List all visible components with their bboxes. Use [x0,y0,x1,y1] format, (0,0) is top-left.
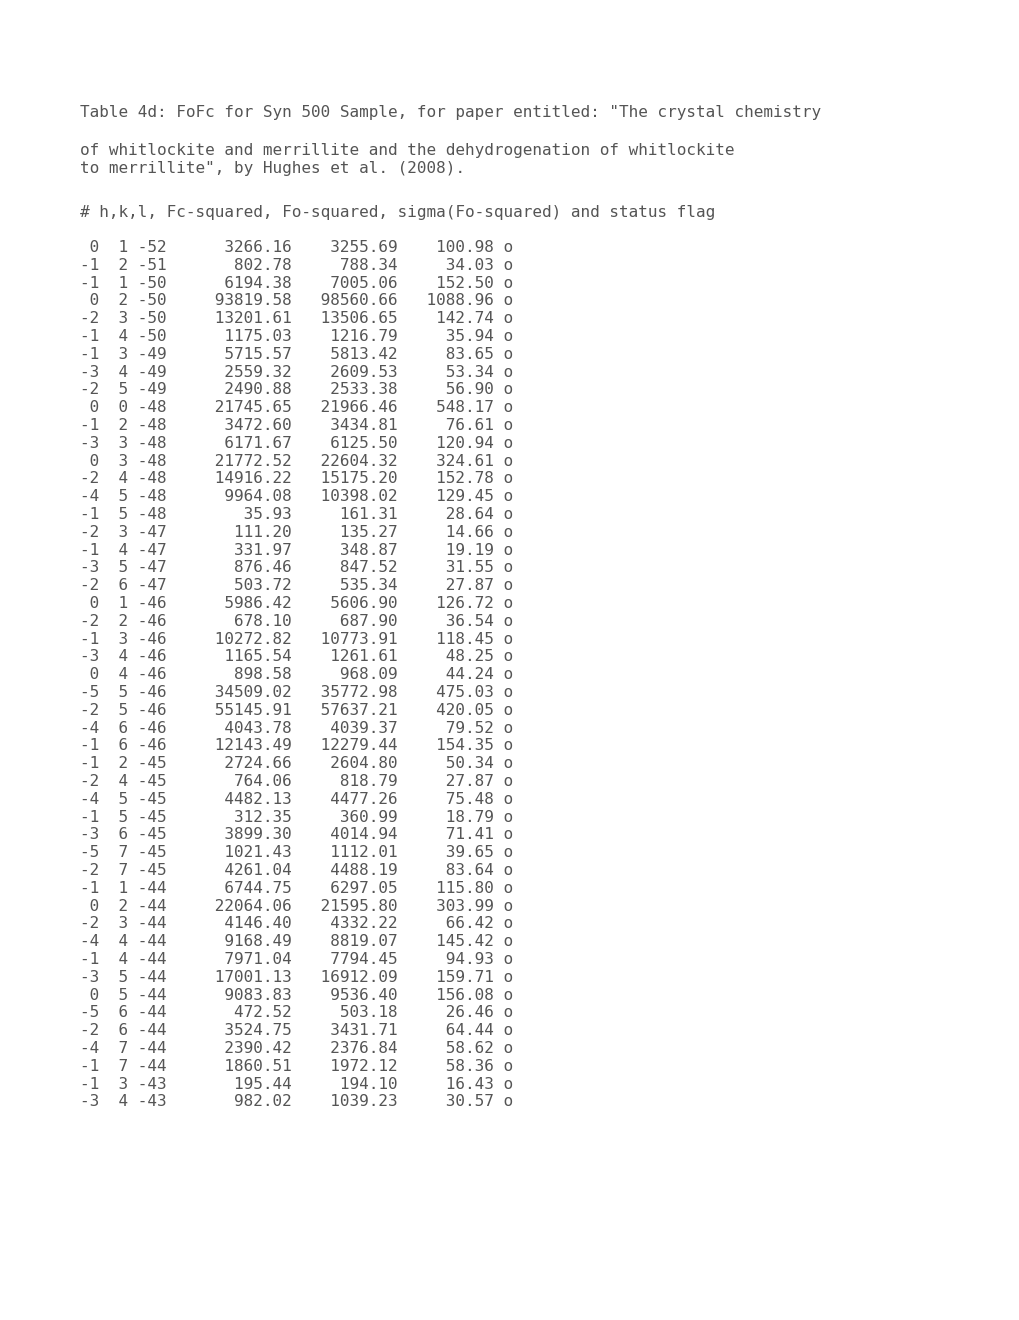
Text: -1  2 -48      3472.60    3434.81     76.61 o: -1 2 -48 3472.60 3434.81 76.61 o [79,418,513,433]
Text: -3  4 -46      1165.54    1261.61     48.25 o: -3 4 -46 1165.54 1261.61 48.25 o [79,649,513,664]
Text: -4  5 -48      9964.08   10398.02    129.45 o: -4 5 -48 9964.08 10398.02 129.45 o [79,490,513,504]
Text: 0  5 -44      9083.83    9536.40    156.08 o: 0 5 -44 9083.83 9536.40 156.08 o [79,987,513,1003]
Text: -1  6 -46     12143.49   12279.44    154.35 o: -1 6 -46 12143.49 12279.44 154.35 o [79,738,513,754]
Text: -1  7 -44      1860.51    1972.12     58.36 o: -1 7 -44 1860.51 1972.12 58.36 o [79,1059,513,1073]
Text: -1  4 -50      1175.03    1216.79     35.94 o: -1 4 -50 1175.03 1216.79 35.94 o [79,329,513,345]
Text: -3  4 -49      2559.32    2609.53     53.34 o: -3 4 -49 2559.32 2609.53 53.34 o [79,364,513,380]
Text: -3  3 -48      6171.67    6125.50    120.94 o: -3 3 -48 6171.67 6125.50 120.94 o [79,436,513,451]
Text: # h,k,l, Fc-squared, Fo-squared, sigma(Fo-squared) and status flag: # h,k,l, Fc-squared, Fo-squared, sigma(F… [79,205,714,220]
Text: -2  7 -45      4261.04    4488.19     83.64 o: -2 7 -45 4261.04 4488.19 83.64 o [79,863,513,878]
Text: Table 4d: FoFc for Syn 500 Sample, for paper entitled: "The crystal chemistry: Table 4d: FoFc for Syn 500 Sample, for p… [79,106,820,120]
Text: -2  5 -49      2490.88    2533.38     56.90 o: -2 5 -49 2490.88 2533.38 56.90 o [79,383,513,397]
Text: -1  3 -46     10272.82   10773.91    118.45 o: -1 3 -46 10272.82 10773.91 118.45 o [79,631,513,647]
Text: -1  2 -51       802.78     788.34     34.03 o: -1 2 -51 802.78 788.34 34.03 o [79,257,513,273]
Text: 0  0 -48     21745.65   21966.46    548.17 o: 0 0 -48 21745.65 21966.46 548.17 o [79,400,513,416]
Text: to merrillite", by Hughes et al. (2008).: to merrillite", by Hughes et al. (2008). [79,161,465,176]
Text: -4  7 -44      2390.42    2376.84     58.62 o: -4 7 -44 2390.42 2376.84 58.62 o [79,1041,513,1056]
Text: -1  5 -45       312.35     360.99     18.79 o: -1 5 -45 312.35 360.99 18.79 o [79,809,513,825]
Text: -1  4 -47       331.97     348.87     19.19 o: -1 4 -47 331.97 348.87 19.19 o [79,543,513,557]
Text: -3  6 -45      3899.30    4014.94     71.41 o: -3 6 -45 3899.30 4014.94 71.41 o [79,828,513,842]
Text: -2  3 -50     13201.61   13506.65    142.74 o: -2 3 -50 13201.61 13506.65 142.74 o [79,312,513,326]
Text: -1  5 -48        35.93     161.31     28.64 o: -1 5 -48 35.93 161.31 28.64 o [79,507,513,521]
Text: -5  5 -46     34509.02   35772.98    475.03 o: -5 5 -46 34509.02 35772.98 475.03 o [79,685,513,700]
Text: -4  5 -45      4482.13    4477.26     75.48 o: -4 5 -45 4482.13 4477.26 75.48 o [79,792,513,807]
Text: -4  4 -44      9168.49    8819.07    145.42 o: -4 4 -44 9168.49 8819.07 145.42 o [79,935,513,949]
Text: -2  6 -44      3524.75    3431.71     64.44 o: -2 6 -44 3524.75 3431.71 64.44 o [79,1023,513,1039]
Text: of whitlockite and merrillite and the dehydrogenation of whitlockite: of whitlockite and merrillite and the de… [79,143,734,158]
Text: -1  1 -50      6194.38    7005.06    152.50 o: -1 1 -50 6194.38 7005.06 152.50 o [79,276,513,290]
Text: 0  3 -48     21772.52   22604.32    324.61 o: 0 3 -48 21772.52 22604.32 324.61 o [79,454,513,469]
Text: -2  3 -44      4146.40    4332.22     66.42 o: -2 3 -44 4146.40 4332.22 66.42 o [79,916,513,932]
Text: 0  4 -46       898.58     968.09     44.24 o: 0 4 -46 898.58 968.09 44.24 o [79,667,513,682]
Text: 0  2 -50     93819.58   98560.66   1088.96 o: 0 2 -50 93819.58 98560.66 1088.96 o [79,293,513,309]
Text: -3  5 -44     17001.13   16912.09    159.71 o: -3 5 -44 17001.13 16912.09 159.71 o [79,970,513,985]
Text: -2  5 -46     55145.91   57637.21    420.05 o: -2 5 -46 55145.91 57637.21 420.05 o [79,702,513,718]
Text: -3  5 -47       876.46     847.52     31.55 o: -3 5 -47 876.46 847.52 31.55 o [79,561,513,576]
Text: 0  2 -44     22064.06   21595.80    303.99 o: 0 2 -44 22064.06 21595.80 303.99 o [79,899,513,913]
Text: -1  3 -43       195.44     194.10     16.43 o: -1 3 -43 195.44 194.10 16.43 o [79,1077,513,1092]
Text: -2  2 -46       678.10     687.90     36.54 o: -2 2 -46 678.10 687.90 36.54 o [79,614,513,628]
Text: -5  7 -45      1021.43    1112.01     39.65 o: -5 7 -45 1021.43 1112.01 39.65 o [79,845,513,861]
Text: -5  6 -44       472.52     503.18     26.46 o: -5 6 -44 472.52 503.18 26.46 o [79,1006,513,1020]
Text: -2  3 -47       111.20     135.27     14.66 o: -2 3 -47 111.20 135.27 14.66 o [79,525,513,540]
Text: 0  1 -46      5986.42    5606.90    126.72 o: 0 1 -46 5986.42 5606.90 126.72 o [79,597,513,611]
Text: -1  4 -44      7971.04    7794.45     94.93 o: -1 4 -44 7971.04 7794.45 94.93 o [79,952,513,968]
Text: 0  1 -52      3266.16    3255.69    100.98 o: 0 1 -52 3266.16 3255.69 100.98 o [79,240,513,255]
Text: -1  2 -45      2724.66    2604.80     50.34 o: -1 2 -45 2724.66 2604.80 50.34 o [79,756,513,771]
Text: -4  6 -46      4043.78    4039.37     79.52 o: -4 6 -46 4043.78 4039.37 79.52 o [79,721,513,735]
Text: -1  1 -44      6744.75    6297.05    115.80 o: -1 1 -44 6744.75 6297.05 115.80 o [79,880,513,896]
Text: -3  4 -43       982.02    1039.23     30.57 o: -3 4 -43 982.02 1039.23 30.57 o [79,1094,513,1109]
Text: -2  4 -45       764.06     818.79     27.87 o: -2 4 -45 764.06 818.79 27.87 o [79,774,513,789]
Text: -1  3 -49      5715.57    5813.42     83.65 o: -1 3 -49 5715.57 5813.42 83.65 o [79,347,513,362]
Text: -2  6 -47       503.72     535.34     27.87 o: -2 6 -47 503.72 535.34 27.87 o [79,578,513,593]
Text: -2  4 -48     14916.22   15175.20    152.78 o: -2 4 -48 14916.22 15175.20 152.78 o [79,471,513,486]
